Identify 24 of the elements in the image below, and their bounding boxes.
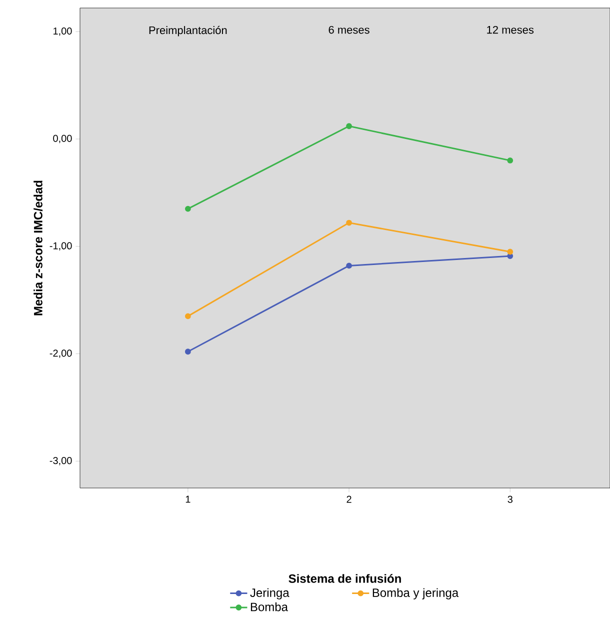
point [346, 123, 352, 130]
annotation: 12 meses [487, 26, 534, 34]
x-tick-label: 1 [186, 496, 190, 503]
x-tick-label: 3 [508, 496, 512, 503]
point [346, 262, 352, 269]
y-tick-label: -3,00 [50, 457, 72, 466]
legend-label: Jeringa [250, 588, 290, 600]
point [184, 206, 191, 212]
point [507, 248, 514, 255]
legend-title: Sistema de infusión [288, 574, 401, 583]
point [507, 158, 514, 164]
legend-label: Bomba [250, 602, 288, 612]
y-tick-label: 0,00 [53, 134, 72, 144]
y-tick-label: 1,00 [54, 27, 72, 36]
x-tick-label: 2 [346, 496, 352, 503]
y-axis-title: Media z-score IMC/edad [34, 180, 43, 316]
annotation: Preimplantación [149, 26, 227, 36]
y-tick-label: -1,00 [50, 242, 72, 251]
point [184, 348, 191, 355]
annotation: 6 meses [328, 26, 370, 34]
point [184, 313, 191, 320]
legend-label: Bomba y jeringa [372, 588, 459, 600]
y-tick-label: -2,00 [50, 350, 72, 358]
point [346, 220, 352, 226]
